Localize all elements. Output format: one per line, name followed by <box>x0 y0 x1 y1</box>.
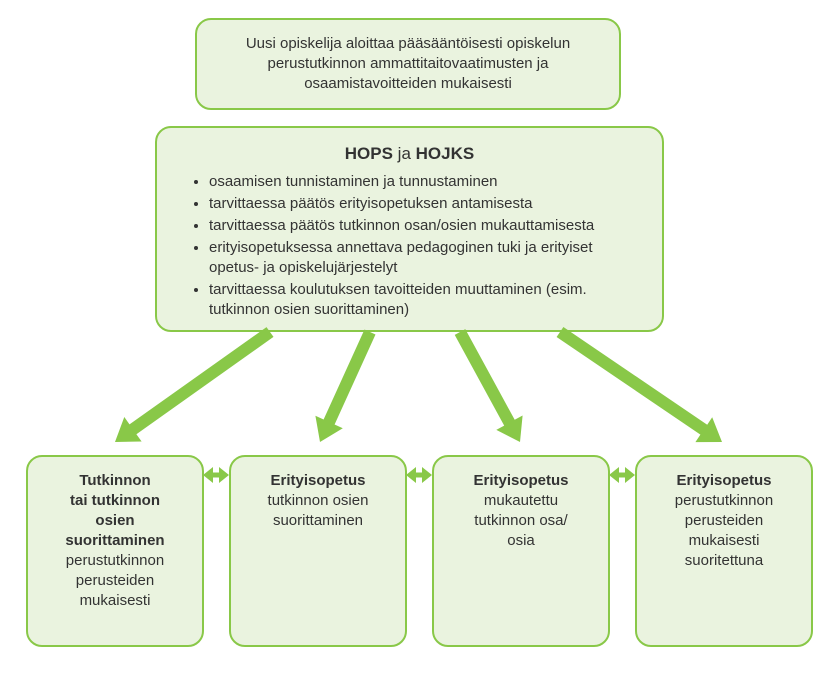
hops-title-bold2: HOJKS <box>416 144 475 163</box>
between-arrow-lhead-0 <box>203 467 213 483</box>
bottom-0-bold-2: osien <box>36 511 194 531</box>
bottom-2-text-1: tutkinnon osa/ <box>442 511 600 531</box>
bottom-2-text-0: mukautettu <box>442 491 600 511</box>
bottom-3-text-2: mukaisesti <box>645 531 803 551</box>
bottom-1-text-1: suorittaminen <box>239 511 397 531</box>
hops-title: HOPS ja HOJKS <box>181 144 638 164</box>
bottom-node-3: Erityisopetusperustutkinnonperusteidenmu… <box>635 455 813 647</box>
bottom-1-bold-0: Erityisopetus <box>239 471 397 491</box>
hops-node: HOPS ja HOJKS osaamisen tunnistaminen ja … <box>155 126 664 332</box>
top-node: Uusi opiskelija aloittaa pääsääntöisesti… <box>195 18 621 110</box>
hops-bullet-1: tarvittaessa päätös erityisopetuksen ant… <box>209 194 638 214</box>
bottom-node-1: Erityisopetustutkinnon osiensuorittamine… <box>229 455 407 647</box>
down-arrow-3 <box>557 327 722 442</box>
bottom-1-text-0: tutkinnon osien <box>239 491 397 511</box>
between-arrow-rhead-0 <box>219 467 229 483</box>
hops-bullet-4: tarvittaessa koulutuksen tavoitteiden mu… <box>209 280 638 320</box>
bottom-3-bold-0: Erityisopetus <box>645 471 803 491</box>
bottom-3-text-0: perustutkinnon <box>645 491 803 511</box>
bottom-0-text-2: mukaisesti <box>36 591 194 611</box>
between-arrow-rhead-2 <box>625 467 635 483</box>
hops-title-bold1: HOPS <box>345 144 393 163</box>
between-arrow-rhead-1 <box>422 467 432 483</box>
between-arrow-lhead-2 <box>609 467 619 483</box>
hops-bullet-3: erityisopetuksessa annettava pedagoginen… <box>209 238 638 278</box>
bottom-3-text-1: perusteiden <box>645 511 803 531</box>
down-arrow-1 <box>315 330 375 443</box>
hops-bullet-0: osaamisen tunnistaminen ja tunnustaminen <box>209 172 638 192</box>
hops-bullet-2: tarvittaessa päätös tutkinnon osan/osien… <box>209 216 638 236</box>
down-arrow-2 <box>455 329 523 442</box>
between-arrow-lhead-1 <box>406 467 416 483</box>
bottom-0-bold-0: Tutkinnon <box>36 471 194 491</box>
bottom-2-text-2: osia <box>442 531 600 551</box>
top-node-text: Uusi opiskelija aloittaa pääsääntöisesti… <box>246 34 570 94</box>
down-arrow-0 <box>115 327 274 442</box>
bottom-0-text-0: perustutkinnon <box>36 551 194 571</box>
bottom-node-0: Tutkinnontai tutkinnonosiensuorittaminen… <box>26 455 204 647</box>
bottom-0-bold-3: suorittaminen <box>36 531 194 551</box>
bottom-2-bold-0: Erityisopetus <box>442 471 600 491</box>
hops-bullet-list: osaamisen tunnistaminen ja tunnustaminen… <box>181 172 638 320</box>
bottom-node-2: Erityisopetusmukautettututkinnon osa/osi… <box>432 455 610 647</box>
bottom-3-text-3: suoritettuna <box>645 551 803 571</box>
between-arrow-shaft-0 <box>213 473 219 478</box>
between-arrow-shaft-1 <box>416 473 422 478</box>
bottom-0-bold-1: tai tutkinnon <box>36 491 194 511</box>
hops-title-mid: ja <box>393 144 416 163</box>
between-arrow-shaft-2 <box>619 473 625 478</box>
bottom-0-text-1: perusteiden <box>36 571 194 591</box>
